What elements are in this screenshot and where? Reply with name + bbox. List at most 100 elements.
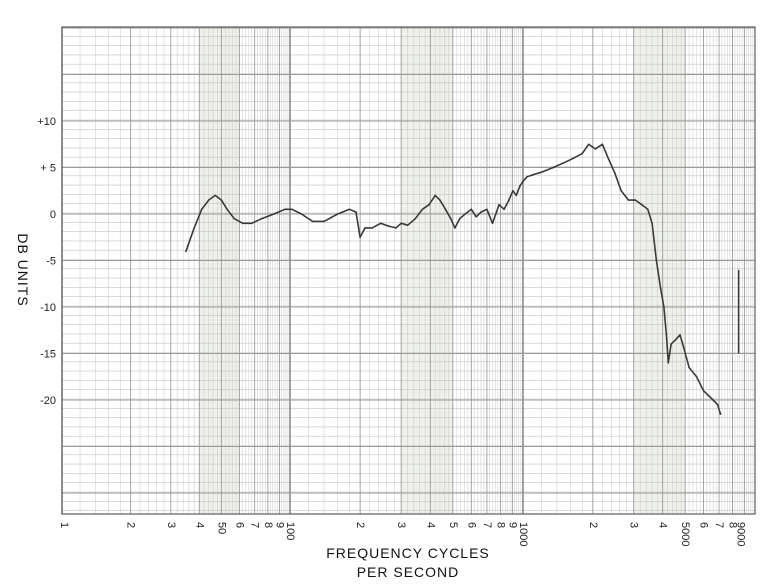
data-point bbox=[428, 203, 430, 206]
shade-band bbox=[199, 27, 240, 514]
data-point bbox=[601, 143, 604, 146]
data-point bbox=[651, 222, 653, 225]
data-point bbox=[193, 227, 195, 229]
data-point bbox=[581, 152, 583, 155]
data-point bbox=[439, 199, 441, 201]
y-tick-label: + 5 bbox=[40, 163, 56, 175]
data-point bbox=[300, 213, 303, 215]
data-point bbox=[594, 148, 597, 150]
data-point bbox=[670, 343, 672, 346]
y-tick-label: -20 bbox=[40, 395, 56, 407]
x-tick-label: 2 bbox=[354, 522, 366, 528]
data-point bbox=[607, 157, 609, 159]
shade-band bbox=[401, 27, 453, 514]
x-tick-label: 9000 bbox=[734, 522, 746, 546]
data-point bbox=[355, 211, 357, 213]
x-tick-label: 4 bbox=[193, 522, 205, 528]
data-point bbox=[200, 208, 203, 211]
data-point bbox=[634, 199, 637, 201]
data-point bbox=[233, 217, 236, 220]
data-point bbox=[519, 185, 521, 187]
data-point bbox=[679, 334, 681, 336]
x-tick-label: 5000 bbox=[679, 522, 691, 546]
data-point bbox=[395, 227, 397, 229]
data-point bbox=[526, 176, 528, 178]
data-point bbox=[475, 216, 478, 218]
x-tick-label: 4 bbox=[657, 522, 669, 528]
series-layer bbox=[185, 143, 740, 415]
x-tick-label: 3 bbox=[395, 522, 407, 528]
y-tick-labels: +10 + 5 0 -5 -10 -15 -20 bbox=[37, 116, 56, 407]
data-point bbox=[503, 208, 505, 211]
data-point bbox=[665, 334, 668, 336]
data-point bbox=[663, 306, 665, 308]
data-point bbox=[284, 208, 286, 211]
x-tick-label: 5 bbox=[447, 522, 459, 528]
plot-frame bbox=[61, 26, 756, 515]
data-point bbox=[695, 376, 698, 378]
y-tick-label: 0 bbox=[50, 209, 56, 221]
data-point bbox=[563, 162, 565, 164]
data-point bbox=[515, 194, 517, 197]
data-point bbox=[323, 220, 325, 223]
data-point bbox=[220, 199, 223, 201]
data-point bbox=[400, 222, 403, 225]
data-point bbox=[311, 220, 314, 223]
x-tick-label: 8 bbox=[494, 522, 506, 528]
data-point bbox=[508, 199, 510, 201]
major-grid bbox=[61, 27, 755, 514]
data-point bbox=[406, 224, 409, 226]
data-point bbox=[273, 213, 275, 215]
data-point bbox=[512, 190, 514, 192]
data-point bbox=[655, 259, 658, 262]
data-point bbox=[719, 413, 722, 415]
data-point bbox=[214, 194, 216, 197]
data-point bbox=[251, 222, 253, 225]
data-point bbox=[421, 208, 424, 211]
x-tick-label: 50 bbox=[215, 522, 227, 534]
y-tick-label: +10 bbox=[37, 116, 56, 128]
data-point bbox=[587, 143, 590, 146]
data-point bbox=[540, 171, 543, 173]
data-point bbox=[647, 208, 649, 211]
x-tick-label: 100 bbox=[284, 522, 296, 540]
data-point bbox=[470, 208, 473, 211]
x-tick-label: 2 bbox=[587, 522, 599, 528]
x-tick-label: 7 bbox=[249, 522, 261, 528]
data-point bbox=[716, 403, 719, 406]
data-point bbox=[613, 171, 616, 173]
data-point bbox=[458, 217, 461, 220]
data-point bbox=[707, 394, 710, 397]
data-point bbox=[241, 222, 244, 225]
data-point bbox=[379, 222, 382, 225]
x-tick-label: 3 bbox=[628, 522, 640, 528]
data-point bbox=[371, 227, 373, 229]
data-point bbox=[185, 250, 187, 252]
x-tick-label: 7 bbox=[481, 522, 493, 528]
x-tick-label: 8 bbox=[727, 522, 739, 528]
data-point bbox=[659, 287, 662, 290]
x-tick-label: 3 bbox=[165, 522, 177, 528]
data-point bbox=[620, 190, 622, 192]
data-point bbox=[414, 217, 417, 220]
response-curve bbox=[185, 143, 722, 415]
x-tick-label: 1 bbox=[58, 522, 70, 528]
x-tick-label: 8 bbox=[262, 522, 274, 528]
data-point bbox=[359, 236, 361, 239]
data-point bbox=[444, 208, 447, 211]
data-point bbox=[336, 213, 339, 215]
data-point bbox=[688, 366, 690, 369]
y-tick-label: -5 bbox=[46, 256, 56, 268]
data-point bbox=[450, 217, 452, 220]
data-point bbox=[434, 194, 437, 197]
data-point bbox=[491, 222, 494, 225]
x-tick-label: 6 bbox=[698, 522, 710, 528]
data-point bbox=[464, 213, 467, 215]
x-tick-label: 1000 bbox=[517, 522, 529, 546]
shade-band bbox=[633, 27, 686, 514]
data-point bbox=[260, 217, 263, 220]
data-point bbox=[207, 199, 210, 201]
x-axis-title-line-2: PER SECOND bbox=[357, 564, 460, 580]
